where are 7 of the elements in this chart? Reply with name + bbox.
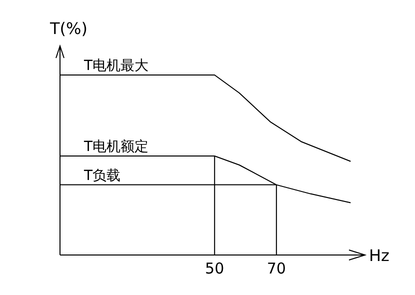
series-label: T电机额定 xyxy=(83,139,149,155)
series-label: T电机最大 xyxy=(83,58,149,74)
y-axis-title: T(%) xyxy=(49,19,88,38)
x-tick-label: 70 xyxy=(266,260,286,278)
x-tick-label: 50 xyxy=(205,260,224,278)
x-axis-title: Hz xyxy=(369,246,390,265)
series-label: T负载 xyxy=(83,168,121,184)
